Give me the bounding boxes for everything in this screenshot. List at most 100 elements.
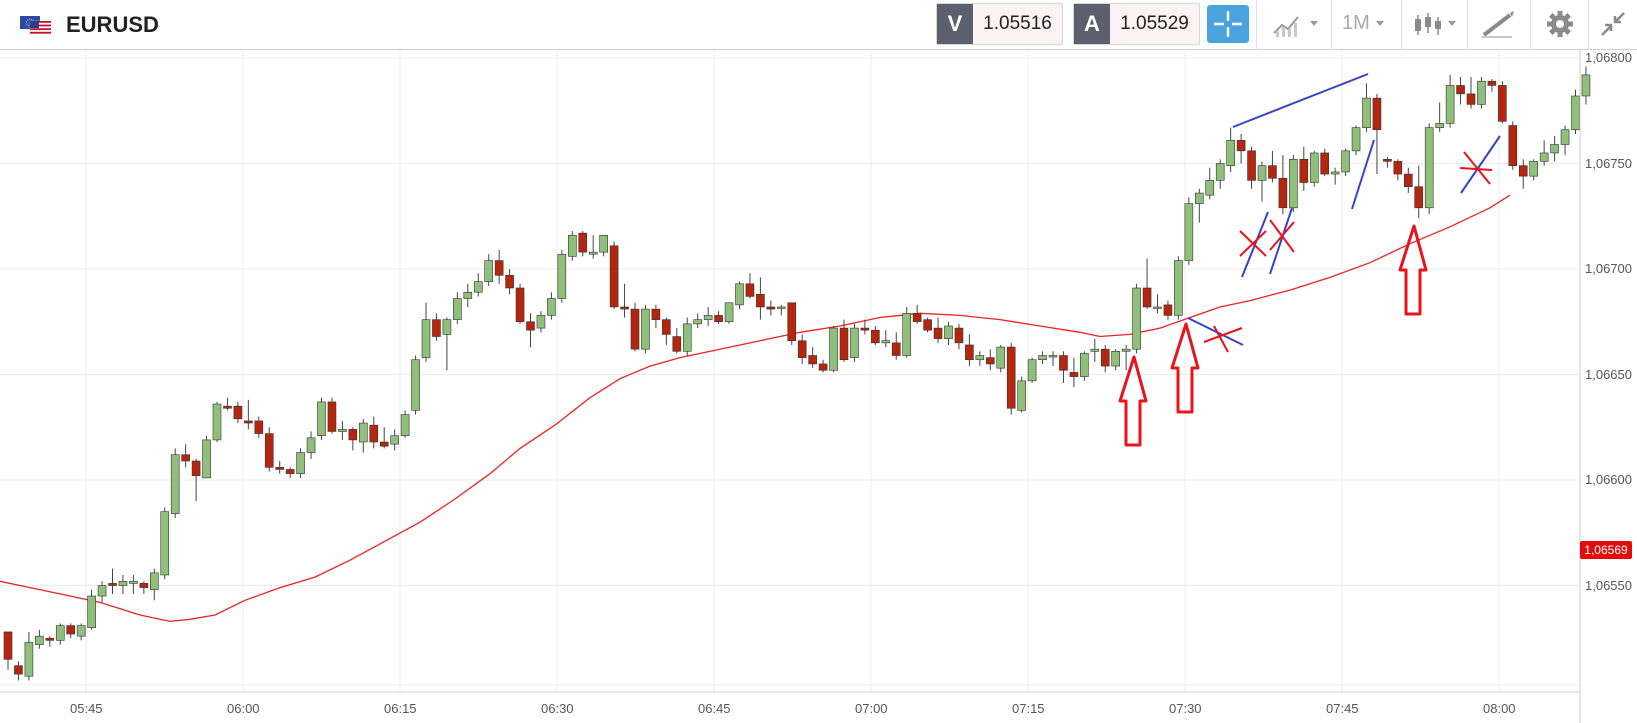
candle [35,629,44,649]
annotation-up-arrow [1118,355,1148,447]
candle-body-up [1174,260,1183,316]
candle-body-up [358,422,368,443]
candle-body-up [536,315,546,329]
annotation-trend-line [1232,73,1369,128]
candle-body-down [985,357,995,365]
moving-average [0,194,1511,623]
candle-body-up [1226,139,1235,166]
candle-body-up [547,298,556,316]
candle [338,420,347,440]
drawing-annotations [1118,73,1501,447]
sell-label: V [937,4,973,44]
price-chart[interactable] [0,50,1637,723]
candle [954,323,964,350]
candle [808,347,817,369]
candle-body-up [411,359,420,411]
candle-body-up [1289,158,1298,209]
chart-type-button[interactable] [1406,3,1466,45]
candle [860,319,870,335]
candle-body-down [891,342,901,356]
candle-body-down [1142,287,1152,308]
candle-body-down [609,245,619,308]
candle [1508,121,1518,170]
timeframe-button[interactable]: 1M [1336,3,1396,45]
candle-body-down [912,313,922,323]
candle-body-up [421,319,431,358]
candle-body-down [1414,186,1424,209]
candle-body-down [223,405,232,409]
toolbar-divider [1467,0,1468,50]
candle-body-up [902,313,912,356]
candle-body-up [599,234,608,253]
candle [244,399,253,430]
crosshair-button[interactable] [1207,5,1249,43]
candle [1153,294,1162,314]
candle [212,401,222,443]
candle [24,631,34,681]
candle [620,283,629,318]
candle [714,311,723,324]
candle-body-down [1456,85,1465,95]
candle-body-up [1205,180,1215,196]
candle-body-up [1195,192,1204,204]
candle-body-down [745,283,755,297]
candle [996,344,1006,373]
candle [588,235,598,259]
candle-body-down [1299,158,1309,183]
candle [66,623,75,639]
candle [3,631,13,670]
candle-body-down [651,308,661,320]
candle-body-up [1017,380,1026,411]
candle [1268,150,1277,183]
candlestick-type-icon [1415,13,1456,35]
sell-price-button[interactable]: V 1.05516 [936,3,1063,45]
candle-body-up [1539,152,1549,162]
candle [1080,351,1089,381]
candle-body-down [630,308,640,350]
candle-body-up [703,315,713,320]
candle-body-down [1006,346,1016,409]
candle-body-down [515,287,525,323]
candle [1027,357,1037,383]
candle [181,444,190,468]
candle-body-up [850,327,859,358]
candle [1456,76,1465,105]
candle-body-down [14,665,23,675]
candle-body-up [1153,306,1162,309]
candle-body-down [662,319,671,335]
candle [76,623,86,641]
candle-body-down [1487,80,1497,86]
candle [1257,161,1267,202]
candle [1142,258,1152,310]
candle-body-down [1372,97,1382,131]
candle [150,568,159,601]
drawing-tools-button[interactable] [1472,3,1527,45]
candle-body-up [1215,163,1225,181]
candle-body-up [682,323,692,352]
candle [1330,167,1340,185]
candle [1383,157,1392,168]
annotation-trend-line [1269,207,1293,275]
candle [1320,148,1329,177]
candle [1048,351,1058,367]
time-tick-label: 06:15 [384,701,417,716]
candle-body-up [1048,355,1058,358]
candle-body-up [160,511,170,576]
candle-body-up [484,260,494,282]
indicators-button[interactable] [1268,3,1326,45]
candle-body-up [1090,348,1100,352]
candle-body-down [860,327,870,331]
candle-body-down [254,420,264,434]
candle [55,623,65,645]
collapse-button[interactable] [1592,3,1634,45]
buy-price-button[interactable]: A 1.05529 [1073,3,1200,45]
settings-button[interactable] [1535,3,1585,45]
candle [317,397,326,440]
candle [1309,150,1319,187]
candle-body-up [338,429,347,432]
candle-body-up [150,572,159,591]
candle [1518,159,1528,189]
candle-body-up [442,319,452,335]
candle [1111,349,1120,371]
candle-body-up [55,625,65,641]
